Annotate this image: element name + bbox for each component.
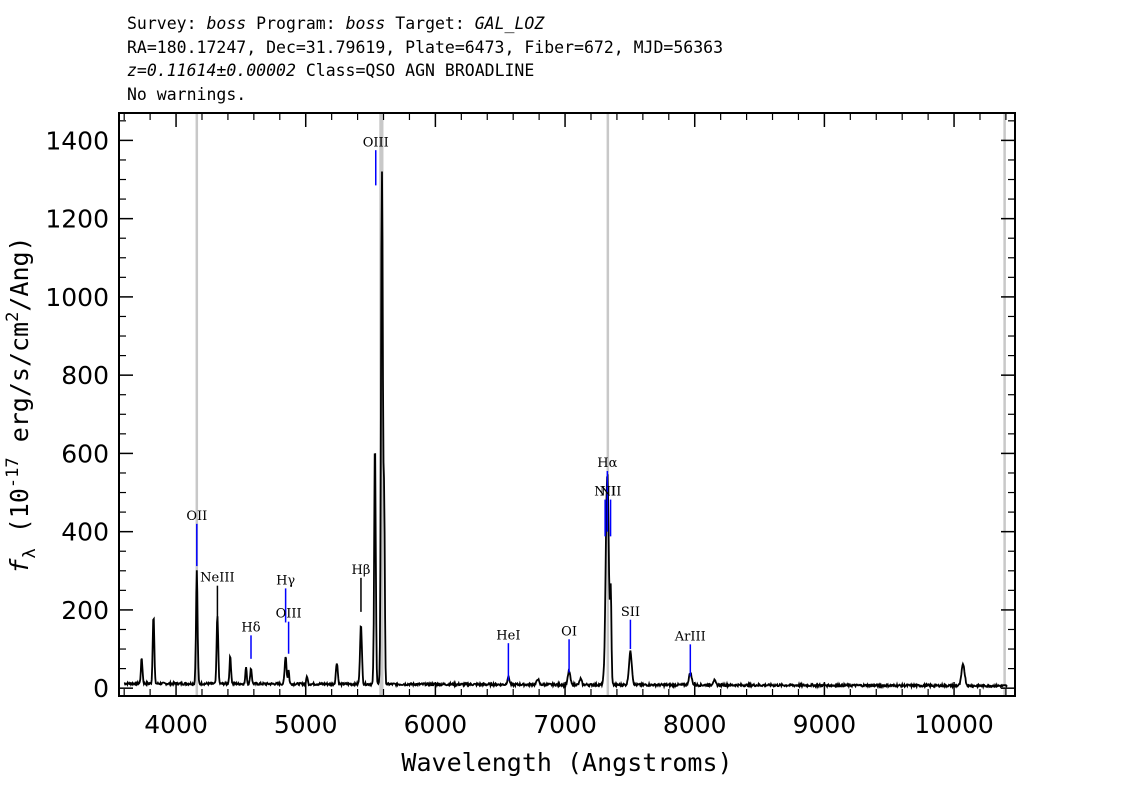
y-axis-title: fλ (10-17 erg/s/cm2/Ang) [3,236,40,573]
line-marker: Hδ [241,620,261,659]
line-marker-label: Hγ [276,573,295,588]
line-marker-label: SII [621,605,640,620]
x-tick-label: 7000 [533,710,597,739]
y-axis-title-part: 2 [3,312,23,322]
line-marker-label: Hα [597,456,617,471]
axis-ticks: 4000 5000 6000 7000 8000 9000 10000 0 200 400 600 8… [45,113,1015,739]
line-marker-label: Hδ [241,620,260,635]
line-marker: NII [600,485,622,537]
line-marker: OIII [276,607,302,654]
line-marker: SII [621,605,640,650]
header-line-4: No warnings. [127,84,247,104]
y-axis-title-part: erg/s/cm [5,322,34,457]
line-marker: Hα [597,456,618,532]
target-label: Target: [385,14,475,33]
redshift-value: z=0.11614±0.00002 [127,61,296,80]
spectrum-line [123,171,1008,691]
line-marker: HeI [496,628,520,681]
program-label: Program: [246,14,346,33]
line-marker: OIII [363,135,389,186]
line-marker: Hβ [352,563,371,612]
header-line-3: z=0.11614±0.00002 Class=QSO AGN BROADLIN… [127,59,723,83]
line-markers: OII NeIII Hδ Hγ OIII Hβ OIII HeI OI NII Hα NII SII Ar… [186,135,706,681]
line-marker-label: ArIII [674,629,706,644]
line-marker-label: NII [600,485,622,500]
class-value: Class=QSO AGN BROADLINE [295,61,535,80]
line-marker-label: OIII [276,607,302,622]
line-marker-label: NeIII [200,571,234,586]
y-tick-label: 600 [61,439,109,468]
line-marker: NII [594,485,616,537]
line-marker-label: OII [186,509,207,524]
header-line-2: RA=180.17247, Dec=31.79619, Plate=6473, … [127,37,724,57]
x-tick-label: 9000 [793,710,857,739]
line-marker: Hγ [276,573,295,623]
survey-label: Survey: [127,14,207,33]
y-tick-label: 400 [61,518,109,547]
header-line-1: Survey: boss Program: boss Target: GAL_L… [127,12,723,36]
y-tick-label: 800 [61,361,109,390]
y-tick-label: 1000 [45,283,109,312]
y-axis-title-part: -17 [3,457,23,488]
axes-frame [118,112,1016,697]
y-axis-title-part: f [5,558,34,574]
x-tick-label: 8000 [663,710,727,739]
line-marker: OII [186,509,207,567]
plot-frame [118,112,1016,697]
target-value: GAL_LOZ [474,14,545,33]
y-tick-label: 1400 [45,126,109,155]
line-marker-label: OI [561,624,577,639]
spectrum-series [123,171,1008,691]
survey-value: boss [206,14,247,33]
x-tick-label: 6000 [404,710,468,739]
y-tick-label: 1200 [45,205,109,234]
x-tick-label: 10000 [914,710,994,739]
program-value: boss [345,14,386,33]
masked-regions [195,113,1006,696]
x-axis-title: Wavelength (Angstroms) [401,748,732,777]
y-tick-label: 0 [93,674,109,703]
line-marker-label: HeI [496,628,520,643]
x-tick-label: 5000 [274,710,338,739]
line-marker: OI [561,624,577,673]
line-marker: NeIII [200,571,235,619]
x-tick-label: 4000 [144,710,208,739]
line-marker: ArIII [674,629,706,677]
line-marker-label: OIII [363,135,389,150]
spectrum-header: Survey: boss Program: boss Target: GAL_L… [127,12,723,106]
y-axis-title-part: (10 [5,488,34,548]
line-marker-label: Hβ [352,563,371,578]
line-marker-label: NII [594,485,616,500]
y-tick-label: 200 [61,596,109,625]
y-axis-title-part: λ [20,548,40,558]
y-axis-title-part: /Ang) [5,236,34,311]
